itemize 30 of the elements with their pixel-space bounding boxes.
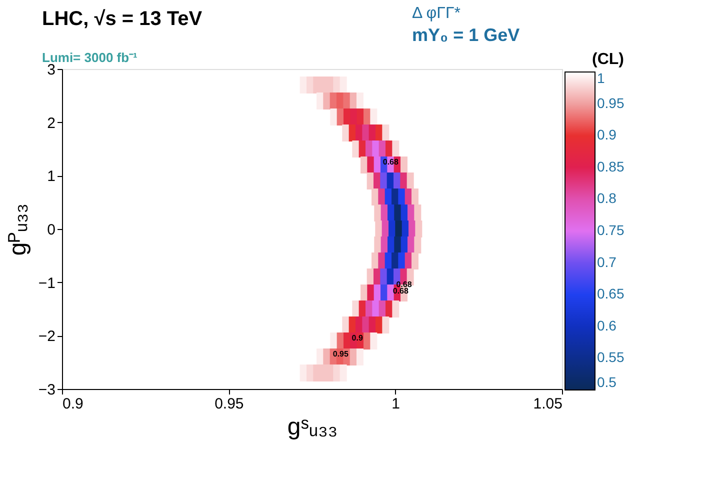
color-bar-label: 0.55 (597, 349, 624, 366)
x-tick-label: 1 (392, 396, 400, 412)
color-bar-label: 1 (597, 70, 605, 86)
y-tick-label: −1 (38, 274, 56, 292)
x-axis-title: gˢᵤ₃₃ (287, 414, 338, 440)
x-tick-label: 1.05 (533, 396, 562, 412)
color-bar-label: 0.65 (597, 286, 624, 302)
color-bar-label: 0.85 (597, 158, 624, 174)
color-bar-title: (CL) (592, 51, 624, 68)
text: mY₀ = 1 GeV (412, 25, 520, 45)
text: Δ φΓΓ* (412, 5, 460, 22)
chart-title: LHC, √s = 13 TeV (42, 8, 203, 30)
x-tick-label: 0.95 (214, 396, 244, 412)
y-tick-label: −3 (38, 382, 56, 398)
color-bar-label: 0.6 (597, 317, 617, 334)
annotation: 0.68 (382, 157, 399, 166)
y-tick-label: 0 (47, 222, 56, 238)
x-tick-label: 0.9 (62, 396, 84, 412)
color-bar-label: 0.8 (597, 190, 617, 206)
color-bar-label: 0.9 (597, 126, 617, 143)
color-bar-label: 0.75 (597, 222, 624, 238)
color-bar-label: 0.95 (597, 94, 624, 111)
y-tick-label: 2 (47, 114, 56, 132)
annotation: 0.9 (352, 333, 364, 342)
y-tick-label: 1 (47, 168, 56, 186)
color-bar-label: 0.5 (597, 374, 617, 390)
y-tick-label: −2 (38, 328, 56, 346)
color-bar-label: 0.7 (597, 254, 617, 270)
y-axis-title: gᴾᵤ₃₃ (4, 203, 32, 256)
annotation: 0.95 (332, 349, 349, 358)
